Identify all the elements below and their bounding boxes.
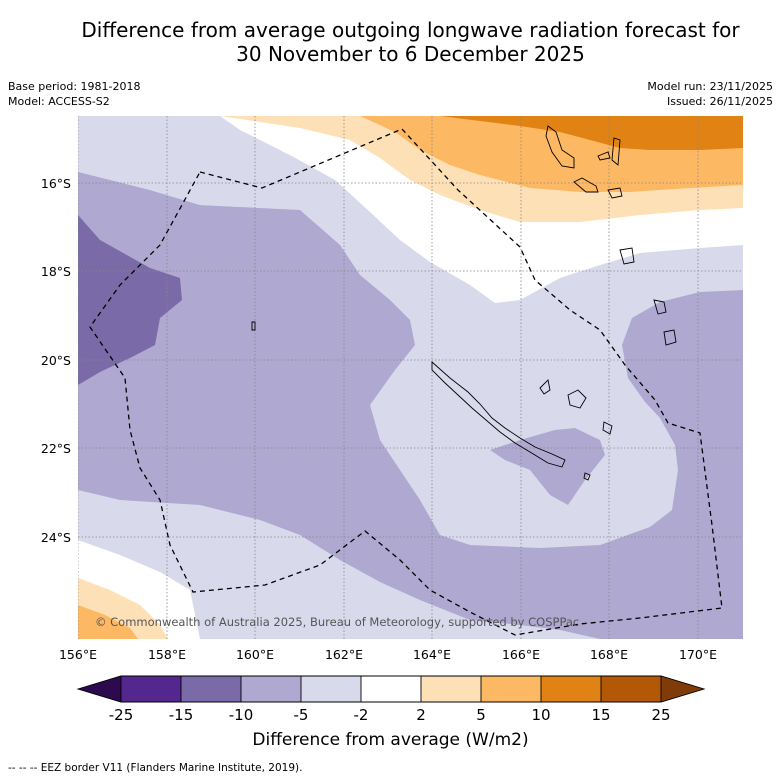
island-coast [653,299,667,315]
colorbar-tick: -10 [229,706,254,724]
island-coast [567,389,587,409]
island-coast [663,329,677,346]
lon-label: 164°E [413,647,451,662]
colorbar-tick: 25 [651,706,670,724]
eez-legend-note: -- -- -- EEZ border V11 (Flanders Marine… [8,762,303,774]
anomaly-band-10-15-north [440,116,743,150]
meta-right: Model run: 23/11/2025 Issued: 26/11/2025 [647,79,773,109]
colorbar-tick: 2 [416,706,426,724]
lat-label: 20°S [41,353,71,368]
lat-label: 22°S [41,441,71,456]
lat-labels: 16°S 18°S 20°S 22°S 24°S [41,176,71,545]
model-run: Model run: 23/11/2025 [647,80,773,93]
lon-label: 162°E [325,647,363,662]
anomaly-band-minus5-minus2-northwest [78,116,340,207]
lon-label: 160°E [236,647,274,662]
map-title: Difference from average outgoing longwav… [0,18,781,66]
colorbar-swatch [481,676,541,702]
colorbar-tick: -15 [169,706,194,724]
island-coast [545,125,575,169]
colorbar-tick: -5 [294,706,309,724]
base-period: Base period: 1981-2018 [8,80,141,93]
lon-label: 158°E [148,647,186,662]
colorbar-swatch [181,676,241,702]
island-coast [573,177,599,193]
lon-label: 168°E [590,647,628,662]
eez-border [89,128,723,636]
new-caledonia-coast [431,360,566,468]
island-coast [602,421,613,435]
lat-label: 16°S [41,176,71,191]
anomaly-patch-minus10-minus5 [490,428,605,505]
meta-left: Base period: 1981-2018 Model: ACCESS-S2 [8,79,140,109]
colorbar-ticks: -25 -15 -10 -5 -2 2 5 10 15 25 [109,706,671,724]
colorbar-tick: 10 [531,706,550,724]
island-coast [539,379,551,395]
colorbar-swatch [241,676,301,702]
anomaly-band-minus15-minus10 [78,215,182,385]
colorbar-dividers [120,676,662,702]
lon-label: 170°E [679,647,717,662]
colorbar-swatch [541,676,601,702]
coastlines [251,125,677,481]
colorbar-swatch [601,676,661,702]
model-name: Model: ACCESS-S2 [8,95,110,108]
colorbar-tick: -2 [354,706,369,724]
colorbar-swatch-min [78,676,121,702]
lat-label: 24°S [41,530,71,545]
island-coast [251,321,256,331]
title-line-1: Difference from average outgoing longwav… [81,18,740,42]
colorbar-tick: 5 [476,706,486,724]
colorbar-swatch [301,676,361,702]
island-coast [619,247,635,265]
colorbar-title: Difference from average (W/m2) [252,730,529,750]
lon-label: 166°E [502,647,540,662]
colorbar-swatch [121,676,181,702]
island-coast [583,472,591,481]
copyright-text: © Commonwealth of Australia 2025, Bureau… [95,615,579,629]
anomaly-field [78,116,743,639]
graticule [78,116,743,639]
island-coast [611,137,621,166]
colorbar-tick: -25 [109,706,134,724]
colorbar-swatch-max [661,676,704,702]
colorbar: -25 -15 -10 -5 -2 2 5 10 15 25 [76,675,706,724]
colorbar-swatch [361,676,421,702]
lon-labels: 156°E 158°E 160°E 162°E 164°E 166°E 168°… [59,647,717,662]
title-line-2: 30 November to 6 December 2025 [236,42,585,66]
lat-label: 18°S [41,264,71,279]
colorbar-swatch [421,676,481,702]
issued-date: Issued: 26/11/2025 [666,95,773,108]
anomaly-band-minus5-minus2-south [78,490,600,639]
colorbar-tick: 15 [591,706,610,724]
island-coast [597,151,611,161]
lon-label: 156°E [59,647,97,662]
island-coast [607,187,623,199]
anomaly-band-5-10-south [78,605,138,639]
